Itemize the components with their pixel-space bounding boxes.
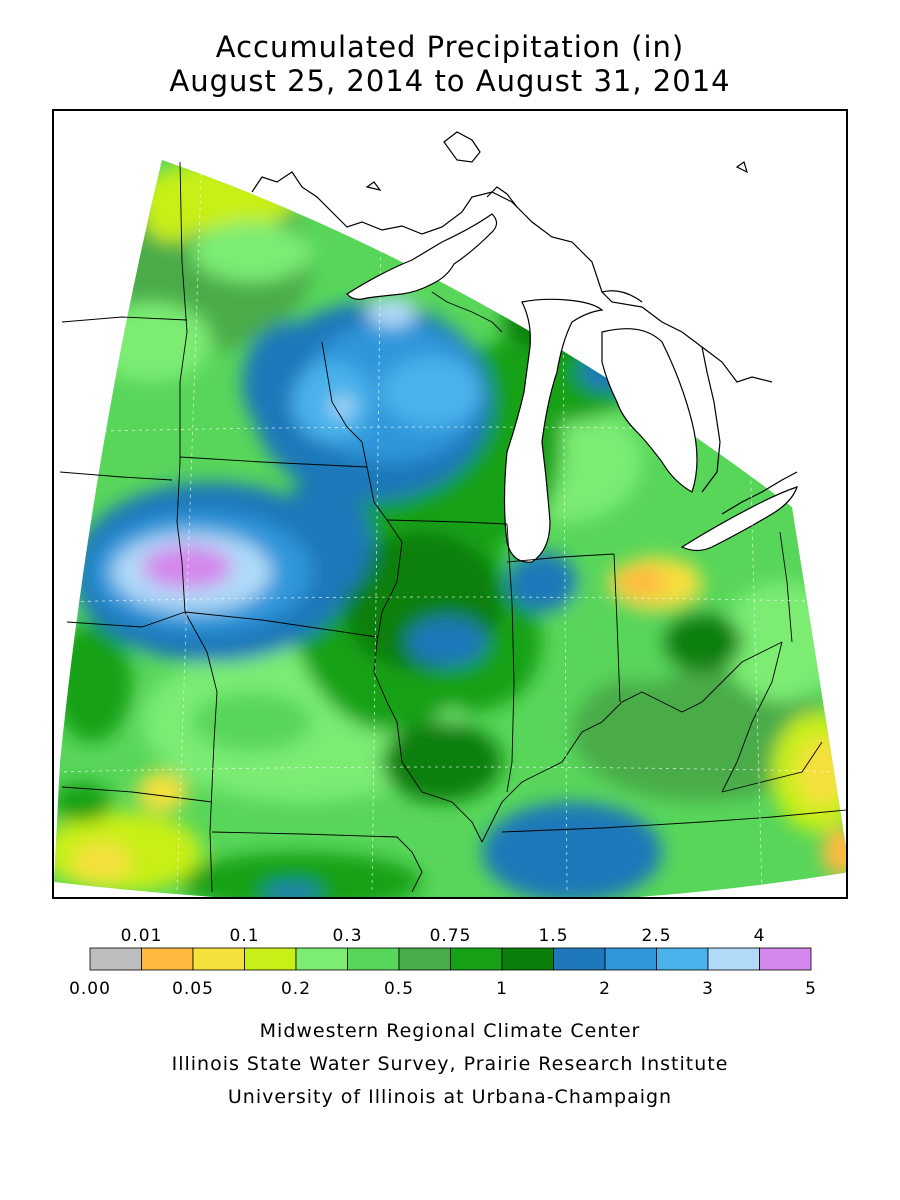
legend-bottom-label: 0.2	[281, 979, 311, 999]
legend-swatch	[604, 947, 657, 971]
lake-superior	[346, 213, 498, 300]
legend-top-label: 0.1	[229, 926, 259, 946]
map-title: Accumulated Precipitation (in)	[215, 30, 685, 64]
credit-isws: Illinois State Water Survey, Prairie Res…	[171, 1053, 729, 1075]
legend-top-label: 0.01	[121, 926, 163, 946]
legend-top-label: 0.75	[430, 926, 472, 946]
legend-top-label: 0.3	[332, 926, 362, 946]
legend-swatch	[89, 947, 142, 971]
legend-swatch	[707, 947, 760, 971]
legend-bottom-label: 5	[805, 979, 817, 999]
legend-bottom-label: 1	[496, 979, 508, 999]
color-legend: 0.01 0.1 0.3 0.75 1.5 2.5 4 0.00 0.05 0.2 0.5 1 2 3 5	[69, 926, 817, 999]
legend-swatch	[450, 947, 503, 971]
legend-top-labels: 0.01 0.1 0.3 0.75 1.5 2.5 4	[121, 926, 766, 946]
legend-swatch	[295, 947, 348, 971]
legend-swatch	[759, 947, 812, 971]
precipitation-field	[54, 160, 846, 897]
credit-mrcc: Midwestern Regional Climate Center	[259, 1020, 641, 1042]
legend-swatch	[192, 947, 245, 971]
lat-lon-grid	[56, 160, 846, 893]
legend-swatch	[141, 947, 194, 971]
legend-swatch	[398, 947, 451, 971]
legend-top-label: 2.5	[641, 926, 671, 946]
legend-bottom-label: 3	[702, 979, 714, 999]
great-lakes	[346, 213, 798, 563]
legend-swatch	[656, 947, 709, 971]
legend-bottom-label: 0.05	[172, 979, 214, 999]
legend-color-bar	[89, 947, 812, 971]
legend-top-label: 4	[754, 926, 766, 946]
legend-swatch	[553, 947, 606, 971]
credit-uiuc: University of Illinois at Urbana-Champai…	[227, 1086, 673, 1108]
legend-top-label: 1.5	[538, 926, 568, 946]
coastline-outline	[251, 131, 798, 515]
lake-erie	[680, 486, 798, 552]
legend-bottom-labels: 0.00 0.05 0.2 0.5 1 2 3 5	[69, 979, 817, 999]
legend-swatch	[244, 947, 297, 971]
lake-huron	[601, 328, 698, 493]
lake-michigan	[503, 298, 604, 563]
legend-bottom-label: 2	[599, 979, 611, 999]
legend-bottom-label: 0.00	[69, 979, 111, 999]
legend-bottom-label: 0.5	[384, 979, 414, 999]
map-date-range: August 25, 2014 to August 31, 2014	[169, 64, 731, 98]
state-boundaries	[59, 161, 846, 893]
legend-swatch	[347, 947, 400, 971]
legend-swatch	[501, 947, 554, 971]
precipitation-map	[52, 109, 848, 899]
